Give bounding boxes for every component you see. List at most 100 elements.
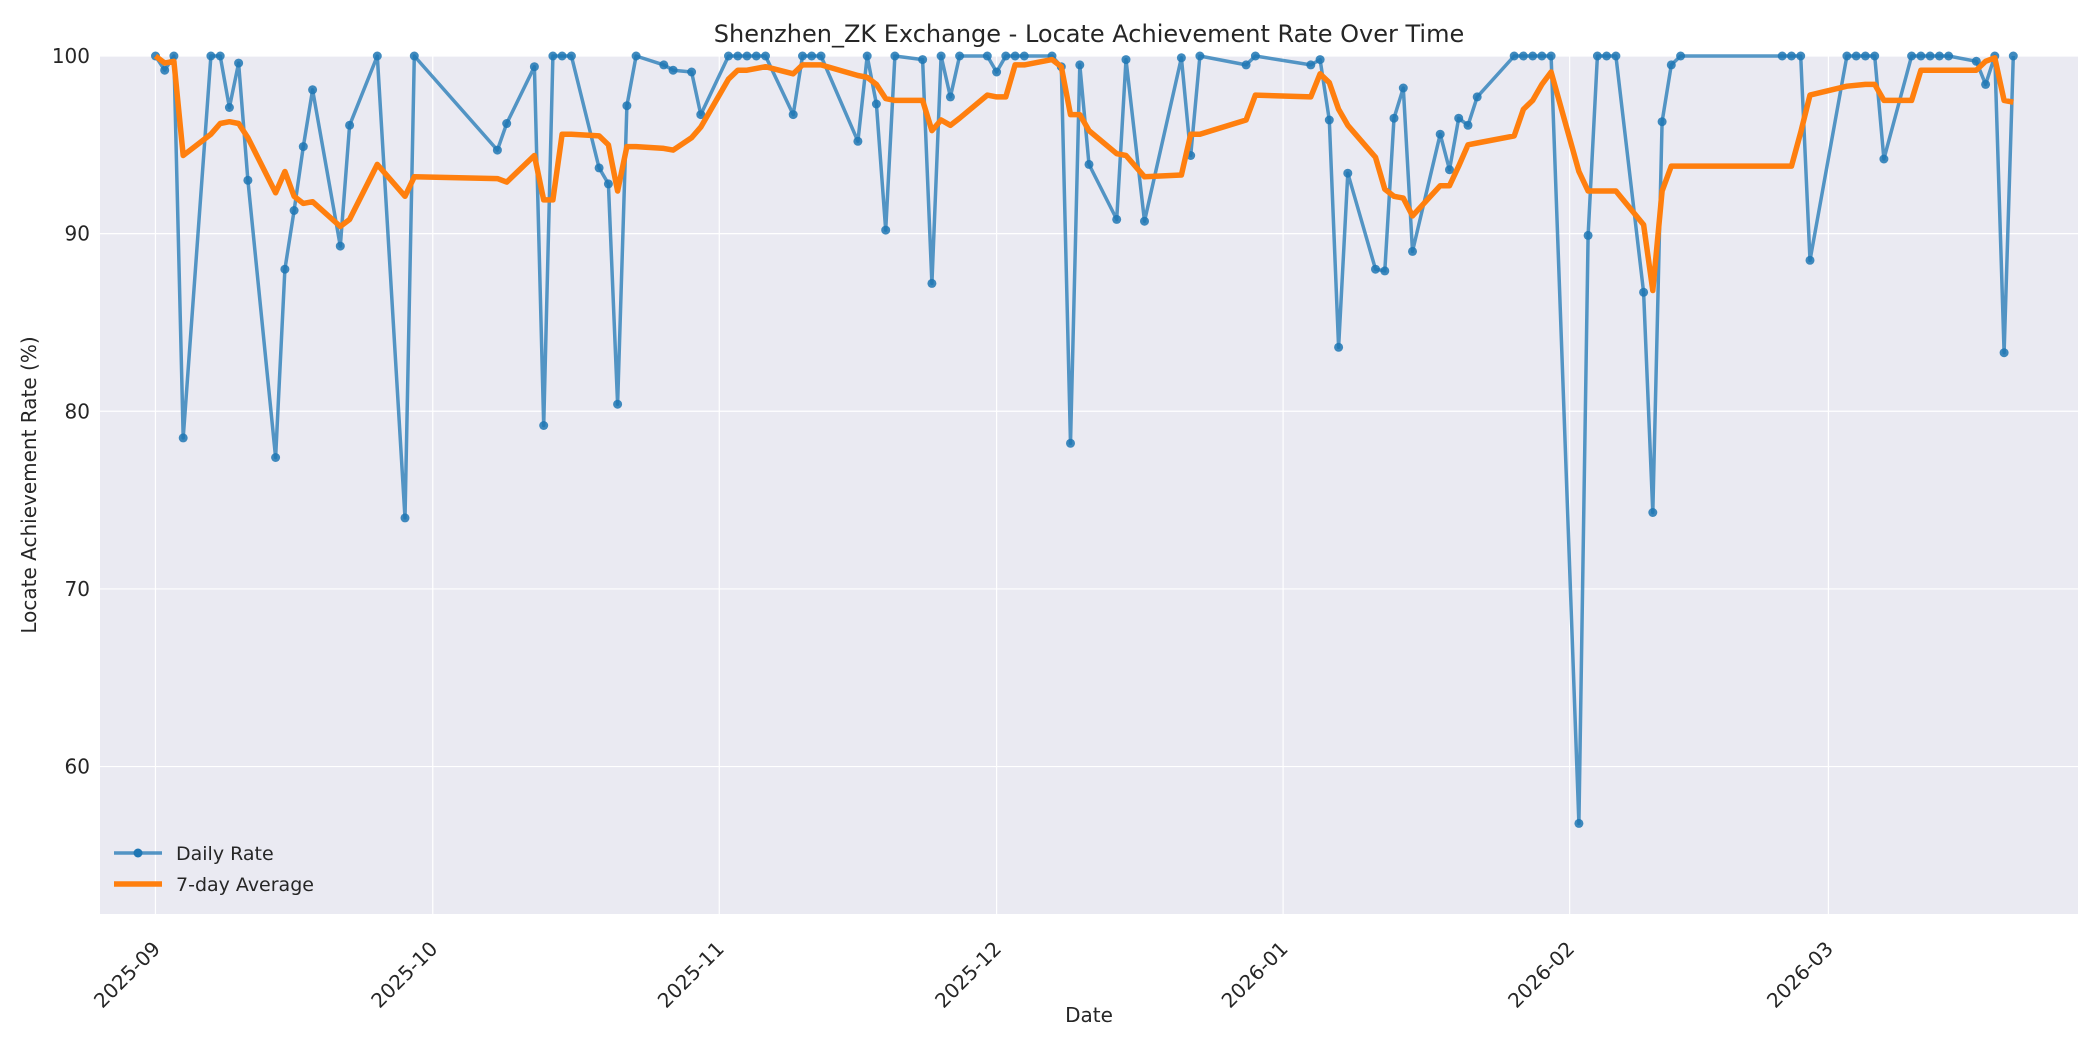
data-point bbox=[289, 206, 299, 215]
data-point bbox=[1639, 287, 1649, 297]
y-tick-label: 80 bbox=[65, 399, 90, 423]
data-point bbox=[696, 110, 706, 120]
data-point bbox=[1676, 51, 1686, 61]
data-point bbox=[603, 179, 613, 189]
data-point bbox=[160, 65, 170, 75]
data-point bbox=[788, 110, 798, 120]
data-point bbox=[1066, 438, 1075, 448]
data-point bbox=[169, 51, 179, 61]
data-point bbox=[178, 433, 188, 443]
data-point bbox=[400, 513, 410, 523]
data-point bbox=[1001, 51, 1011, 61]
data-point bbox=[1389, 113, 1399, 123]
data-point bbox=[798, 51, 807, 61]
data-point bbox=[1611, 51, 1621, 61]
data-point bbox=[659, 60, 669, 70]
gridlines bbox=[100, 55, 2078, 914]
data-point bbox=[1574, 818, 1584, 828]
data-point bbox=[918, 55, 928, 65]
data-point bbox=[1343, 168, 1353, 178]
data-point bbox=[539, 421, 549, 430]
data-point bbox=[557, 51, 567, 61]
data-point bbox=[687, 67, 697, 77]
data-point bbox=[335, 241, 345, 251]
data-point bbox=[1084, 159, 1094, 169]
data-point bbox=[594, 163, 604, 173]
data-point bbox=[1777, 51, 1787, 61]
data-point bbox=[1445, 165, 1454, 175]
data-point bbox=[1472, 92, 1482, 102]
legend-label-7-day-average: 7-day Average bbox=[176, 874, 314, 896]
data-point bbox=[1842, 51, 1852, 61]
data-point bbox=[668, 65, 678, 75]
data-point bbox=[1195, 51, 1205, 61]
data-point bbox=[751, 51, 761, 61]
y-axis-ticks: 60 70 80 90 100 bbox=[52, 44, 90, 779]
data-point bbox=[853, 136, 863, 146]
data-point bbox=[1666, 60, 1676, 70]
data-point bbox=[1250, 51, 1260, 61]
data-point bbox=[548, 51, 558, 61]
data-point bbox=[1907, 51, 1917, 61]
data-point bbox=[1925, 51, 1935, 61]
chart-title: Shenzhen_ZK Exchange - Locate Achievemen… bbox=[714, 20, 1465, 48]
data-point bbox=[1324, 115, 1334, 125]
data-point bbox=[945, 92, 955, 102]
data-point bbox=[1602, 51, 1612, 61]
data-point bbox=[1528, 51, 1538, 61]
data-point bbox=[1315, 55, 1325, 65]
data-point bbox=[1592, 51, 1602, 61]
data-point bbox=[1112, 214, 1122, 224]
data-point bbox=[1796, 51, 1806, 61]
data-point bbox=[955, 51, 965, 61]
data-point bbox=[2008, 51, 2018, 61]
data-point bbox=[1121, 55, 1131, 65]
data-point bbox=[1435, 129, 1445, 139]
data-point bbox=[1334, 342, 1344, 352]
y-tick-label: 70 bbox=[65, 577, 90, 601]
data-point bbox=[1518, 51, 1528, 61]
data-point bbox=[1140, 216, 1149, 226]
data-point bbox=[243, 175, 253, 185]
y-tick-label: 60 bbox=[65, 755, 90, 779]
data-point bbox=[1509, 51, 1519, 61]
legend-marker-daily-rate bbox=[133, 848, 143, 858]
data-point bbox=[215, 51, 225, 61]
data-point bbox=[1851, 51, 1861, 61]
data-point bbox=[1879, 154, 1889, 164]
data-point bbox=[1860, 51, 1870, 61]
data-point bbox=[992, 67, 1002, 77]
data-point bbox=[1176, 53, 1186, 63]
data-point bbox=[409, 51, 419, 61]
data-point bbox=[271, 453, 281, 462]
legend: Daily Rate 7-day Average bbox=[114, 843, 314, 896]
data-point bbox=[982, 51, 992, 61]
data-point bbox=[1934, 51, 1944, 61]
data-point bbox=[1408, 246, 1417, 256]
x-axis-label: Date bbox=[1065, 1003, 1113, 1027]
data-point bbox=[280, 264, 290, 274]
series-line-7-day-average bbox=[153, 53, 2014, 294]
data-point bbox=[1241, 60, 1251, 70]
data-point bbox=[724, 51, 733, 61]
data-point bbox=[529, 62, 539, 72]
data-point bbox=[1971, 56, 1981, 66]
data-point bbox=[1916, 51, 1926, 61]
data-point bbox=[1306, 60, 1316, 70]
data-point bbox=[345, 120, 355, 130]
data-point bbox=[742, 51, 752, 61]
data-point bbox=[807, 51, 817, 61]
data-point bbox=[308, 85, 318, 95]
data-point bbox=[372, 51, 382, 61]
data-point bbox=[862, 51, 872, 61]
data-point bbox=[936, 51, 946, 61]
data-point bbox=[1463, 120, 1473, 130]
data-point bbox=[1537, 51, 1547, 61]
data-point bbox=[1999, 348, 2009, 358]
data-point bbox=[881, 225, 891, 235]
plot-area bbox=[100, 56, 2078, 914]
y-tick-label: 100 bbox=[52, 44, 90, 68]
data-point bbox=[1075, 60, 1085, 70]
data-point bbox=[890, 51, 900, 61]
data-point bbox=[502, 119, 512, 128]
